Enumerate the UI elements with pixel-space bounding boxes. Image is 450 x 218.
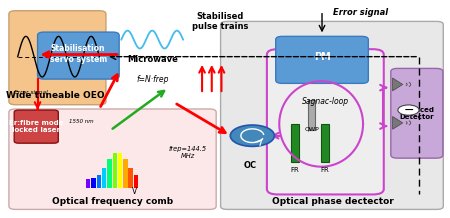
- Polygon shape: [392, 116, 403, 129]
- Text: Stabilisation
servo system: Stabilisation servo system: [50, 44, 107, 64]
- Text: Er:fibre mode
locked laser: Er:fibre mode locked laser: [9, 120, 63, 133]
- Bar: [308, 100, 315, 130]
- Bar: [97, 175, 101, 188]
- Bar: [321, 124, 329, 162]
- Circle shape: [398, 105, 419, 115]
- Text: V: V: [132, 187, 137, 196]
- Text: −: −: [403, 104, 414, 117]
- Text: FR: FR: [321, 167, 329, 173]
- FancyBboxPatch shape: [267, 49, 384, 194]
- Text: Error signal: Error signal: [14, 90, 48, 95]
- Polygon shape: [392, 78, 403, 91]
- Circle shape: [230, 125, 274, 146]
- Bar: [123, 159, 127, 188]
- Bar: [86, 179, 90, 188]
- FancyBboxPatch shape: [276, 36, 368, 83]
- Text: OC: OC: [243, 161, 256, 170]
- FancyBboxPatch shape: [220, 21, 443, 209]
- Text: f=N·frep: f=N·frep: [136, 75, 168, 83]
- Text: Balanced
Detector: Balanced Detector: [399, 107, 435, 120]
- Text: Stabilised
pulse trains: Stabilised pulse trains: [192, 12, 248, 31]
- Text: Optical frequency comb: Optical frequency comb: [52, 198, 173, 206]
- Text: Sagnac-loop: Sagnac-loop: [302, 97, 349, 106]
- Text: FR: FR: [291, 167, 300, 173]
- Bar: [118, 153, 122, 188]
- Text: PM: PM: [314, 52, 330, 62]
- FancyBboxPatch shape: [9, 109, 216, 209]
- Bar: [91, 178, 96, 188]
- Text: frep=144.5
MHz: frep=144.5 MHz: [168, 146, 207, 159]
- Bar: [102, 168, 106, 188]
- FancyBboxPatch shape: [9, 11, 106, 105]
- Bar: [134, 175, 138, 188]
- Bar: [112, 153, 117, 188]
- Text: 1550 nm: 1550 nm: [69, 119, 94, 124]
- FancyBboxPatch shape: [391, 68, 443, 158]
- Bar: [107, 159, 112, 188]
- Text: Wide tuneable OEO: Wide tuneable OEO: [6, 91, 104, 100]
- Text: QWP: QWP: [305, 127, 319, 132]
- Bar: [128, 168, 133, 188]
- FancyBboxPatch shape: [37, 32, 119, 79]
- Text: Optical phase dectector: Optical phase dectector: [272, 197, 394, 206]
- Text: Microwave: Microwave: [127, 55, 178, 64]
- FancyBboxPatch shape: [14, 110, 58, 143]
- Bar: [291, 124, 299, 162]
- Text: Error signal: Error signal: [333, 8, 388, 17]
